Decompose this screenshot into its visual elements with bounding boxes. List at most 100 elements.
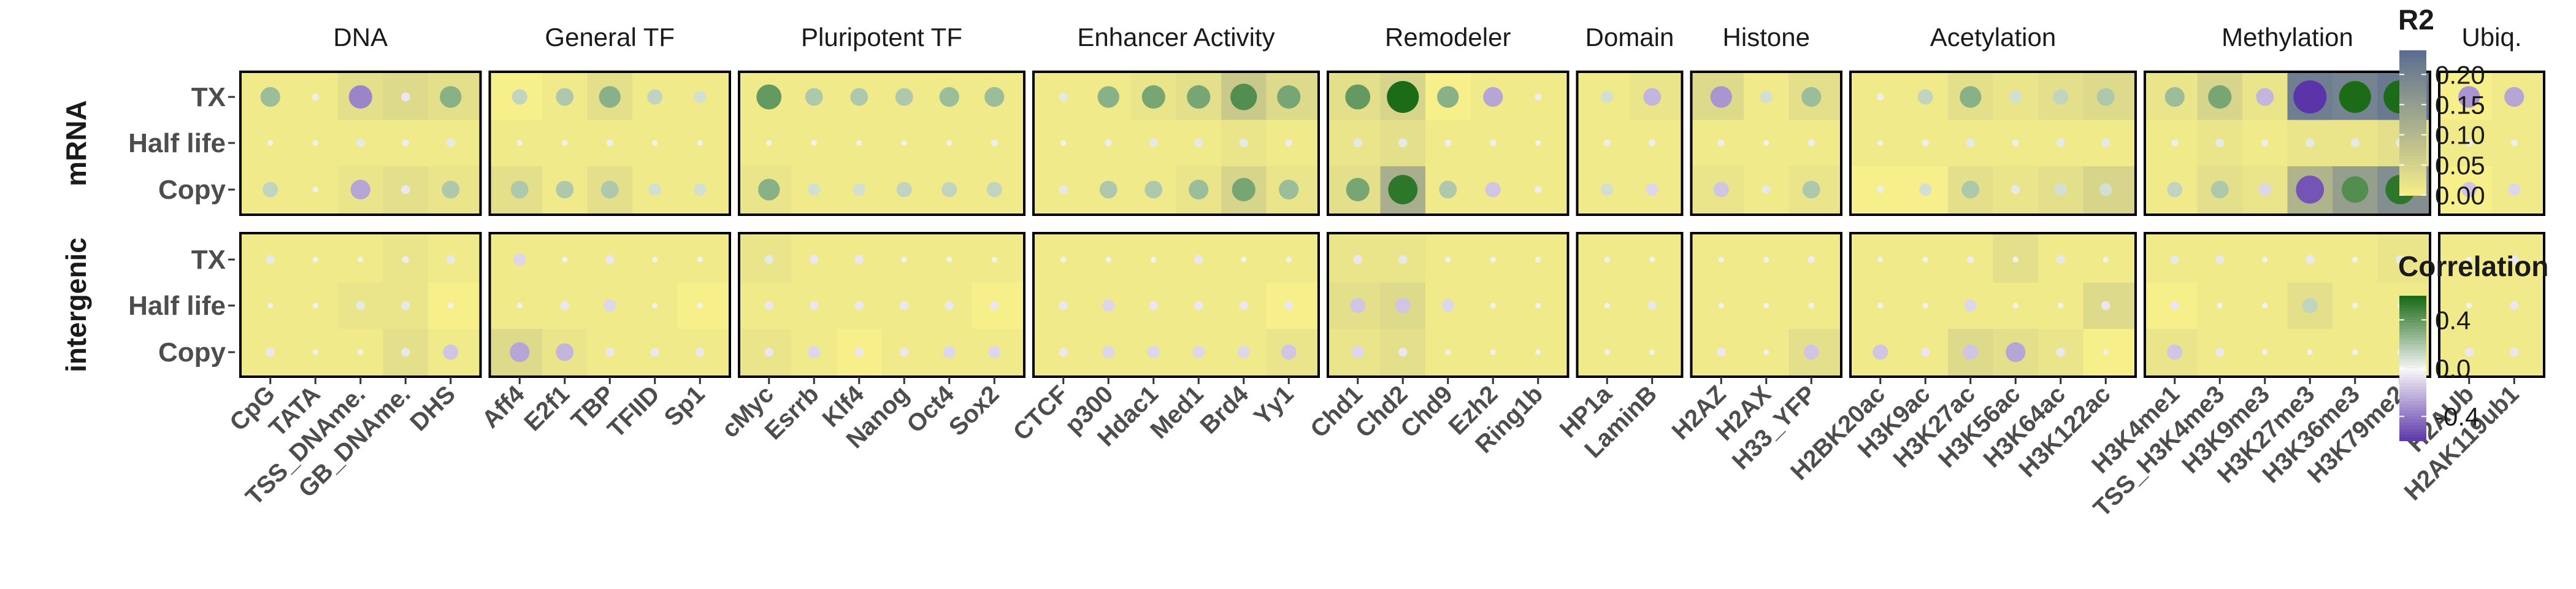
colorbar-segment bbox=[2399, 153, 2426, 157]
dot bbox=[1966, 138, 1975, 148]
panel-border bbox=[2144, 232, 2431, 378]
legend-correlation-tick-label: -0.4 bbox=[2435, 402, 2479, 431]
dot bbox=[2307, 349, 2313, 355]
dot bbox=[1535, 349, 1541, 355]
colorbar-segment bbox=[2399, 329, 2426, 333]
dot bbox=[1604, 349, 1610, 355]
colorbar-segment bbox=[2399, 53, 2426, 57]
dot bbox=[2261, 139, 2269, 147]
dot bbox=[358, 256, 364, 263]
facet-title-7: Acetylation bbox=[1930, 23, 2056, 52]
dot bbox=[810, 255, 819, 264]
dot bbox=[1490, 302, 1496, 309]
dot bbox=[1151, 256, 1157, 263]
dot bbox=[946, 256, 953, 263]
dot bbox=[1187, 85, 1211, 109]
dot bbox=[1149, 138, 1158, 148]
dot bbox=[805, 88, 823, 106]
dot bbox=[1445, 349, 1451, 355]
colorbar-segment bbox=[2399, 125, 2426, 129]
tile bbox=[1788, 120, 1841, 166]
colorbar-segment bbox=[2399, 410, 2426, 414]
dot bbox=[1192, 345, 1205, 359]
dot bbox=[1801, 87, 1822, 107]
tile bbox=[1850, 282, 1903, 329]
column-label: Chd2 bbox=[1351, 380, 1413, 443]
dot bbox=[1059, 347, 1068, 357]
dot bbox=[1601, 90, 1614, 104]
legend-r2-tick-label: 0.20 bbox=[2435, 60, 2485, 89]
dot bbox=[401, 92, 410, 102]
dot bbox=[2170, 255, 2179, 264]
facet-title-2: Pluripotent TF bbox=[801, 23, 962, 52]
dot bbox=[512, 89, 527, 105]
colorbar-segment bbox=[2399, 431, 2426, 436]
legend-r2-tick-label: 0.15 bbox=[2435, 91, 2485, 120]
dot bbox=[1149, 301, 1158, 310]
dot bbox=[2012, 256, 2018, 263]
dot bbox=[1649, 139, 1656, 147]
dot bbox=[1398, 255, 1408, 264]
dot bbox=[2262, 256, 2268, 263]
row-label: TX bbox=[191, 82, 226, 112]
colorbar-segment bbox=[2399, 386, 2426, 390]
colorbar-segment bbox=[2399, 87, 2426, 90]
dot bbox=[854, 301, 864, 310]
dot bbox=[647, 89, 663, 105]
dot bbox=[402, 139, 409, 147]
dot bbox=[440, 86, 462, 108]
colorbar-segment bbox=[2399, 150, 2426, 154]
colorbar-segment bbox=[2399, 298, 2426, 302]
dot bbox=[990, 301, 999, 310]
dot bbox=[1097, 86, 1119, 108]
panel-mRNA-7 bbox=[1849, 71, 2137, 216]
dot bbox=[766, 140, 772, 146]
dot bbox=[2258, 183, 2271, 196]
dot bbox=[1444, 139, 1452, 147]
dot bbox=[606, 139, 613, 147]
colorbar-segment bbox=[2399, 167, 2426, 172]
colorbar-segment bbox=[2399, 62, 2426, 66]
colorbar-segment bbox=[2399, 171, 2426, 175]
dot bbox=[2210, 180, 2229, 199]
dot bbox=[446, 255, 455, 264]
dot bbox=[2466, 302, 2472, 309]
tile bbox=[1516, 72, 1568, 120]
dot bbox=[2306, 255, 2315, 264]
dot bbox=[267, 302, 274, 309]
dot bbox=[1917, 89, 1933, 105]
column-label: DHS bbox=[405, 380, 461, 436]
dot bbox=[991, 256, 997, 263]
dot bbox=[401, 347, 410, 357]
colorbar-segment bbox=[2399, 332, 2426, 336]
dot bbox=[697, 140, 703, 146]
tile bbox=[2145, 120, 2198, 166]
tile bbox=[2439, 282, 2492, 329]
colorbar-segment bbox=[2399, 156, 2426, 160]
dot bbox=[1144, 180, 1163, 199]
dot bbox=[808, 183, 821, 196]
dot bbox=[1647, 301, 1657, 310]
dot bbox=[2352, 256, 2358, 263]
dot bbox=[694, 183, 707, 196]
panel-intergenic-3 bbox=[1032, 232, 1320, 378]
dot bbox=[442, 180, 460, 199]
colorbar-segment bbox=[2399, 392, 2426, 396]
tile bbox=[1033, 233, 1086, 283]
dot bbox=[2167, 182, 2183, 198]
dot bbox=[1921, 347, 1930, 357]
dot bbox=[1351, 345, 1364, 359]
dot bbox=[1490, 256, 1496, 263]
legend-r2-tick-label: 0.00 bbox=[2435, 181, 2485, 210]
dot bbox=[1763, 349, 1769, 355]
colorbar-segment bbox=[2399, 83, 2426, 87]
dot bbox=[2466, 139, 2473, 147]
dot bbox=[756, 84, 782, 110]
dot bbox=[2208, 85, 2232, 109]
dot bbox=[1490, 349, 1496, 355]
dot bbox=[1353, 138, 1362, 148]
tile bbox=[1577, 233, 1630, 283]
dot bbox=[2164, 87, 2185, 107]
tile bbox=[1691, 233, 1744, 283]
